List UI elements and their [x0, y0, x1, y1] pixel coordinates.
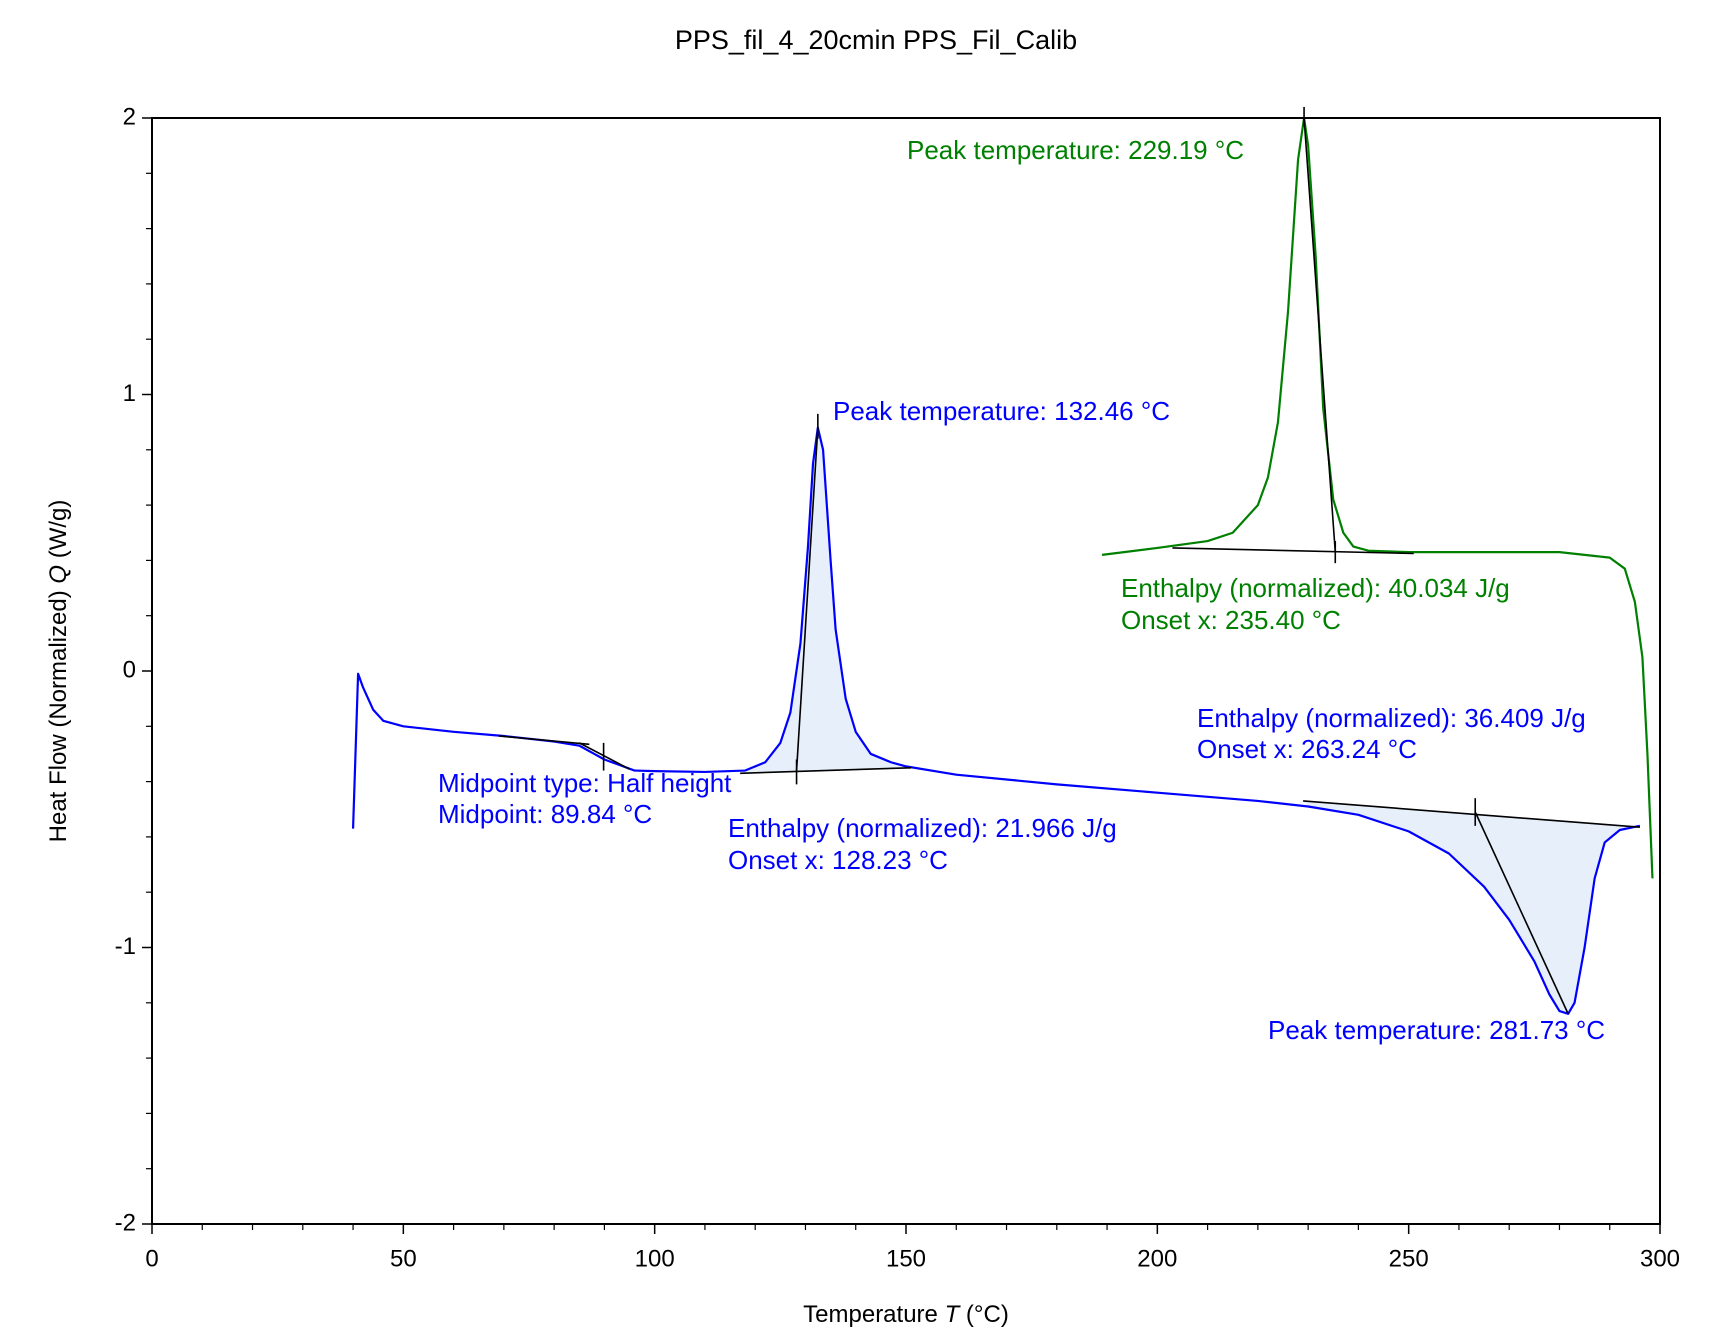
analysis-line — [1303, 800, 1640, 829]
x-tick-label: 0 — [145, 1245, 158, 1272]
analysis-line — [1303, 117, 1337, 553]
annotation: Enthalpy (normalized): 36.409 J/g — [1197, 703, 1586, 733]
analysis-line — [578, 742, 630, 770]
y-label-part: (W/g) — [45, 500, 72, 565]
annotation: Midpoint: 89.84 °C — [438, 799, 652, 829]
analysis-line — [498, 735, 590, 746]
annotation: Onset x: 263.24 °C — [1197, 734, 1417, 764]
y-tick-label: 0 — [123, 656, 136, 683]
analysis-line — [795, 427, 819, 771]
x-tick-label: 50 — [390, 1245, 417, 1272]
y-axis-label: Heat Flow (Normalized) Q (W/g) — [45, 500, 72, 843]
x-tick-label: 300 — [1640, 1245, 1680, 1272]
chart-title: PPS_fil_4_20cmin PPS_Fil_Calib — [675, 25, 1077, 55]
annotation: Enthalpy (normalized): 21.966 J/g — [728, 813, 1117, 843]
x-tick-label: 100 — [635, 1245, 675, 1272]
x-label-part: Temperature — [803, 1301, 944, 1328]
x-tick-label: 250 — [1389, 1245, 1429, 1272]
y-tick-label: 2 — [123, 103, 136, 130]
annotation: Peak temperature: 281.73 °C — [1268, 1015, 1605, 1045]
analysis-line — [1474, 811, 1569, 1015]
peak-area — [1303, 800, 1640, 1014]
y-label-part: Heat Flow (Normalized) — [45, 584, 72, 843]
peak-area — [740, 427, 912, 774]
annotation: Peak temperature: 132.46 °C — [833, 396, 1170, 426]
annotation: Midpoint type: Half height — [438, 768, 732, 798]
plot-frame — [151, 117, 1661, 1225]
x-label-part: (°C) — [959, 1301, 1009, 1328]
y-label-symbol: Q — [45, 565, 72, 584]
x-tick-label: 200 — [1137, 1245, 1177, 1272]
data-line — [351, 426, 1641, 1015]
annotation: Onset x: 128.23 °C — [728, 845, 948, 875]
x-axis-label: Temperature T (°C) — [803, 1301, 1009, 1328]
annotation: Enthalpy (normalized): 40.034 J/g — [1121, 573, 1510, 603]
analysis-line — [1172, 547, 1414, 555]
y-tick-label: -2 — [115, 1209, 136, 1236]
annotation: Peak temperature: 229.19 °C — [907, 135, 1244, 165]
x-tick-label: 150 — [886, 1245, 926, 1272]
annotation: Onset x: 235.40 °C — [1121, 605, 1341, 635]
analysis-line — [740, 766, 912, 775]
x-label-symbol: T — [945, 1301, 962, 1328]
y-tick-label: 1 — [123, 380, 136, 407]
y-tick-label: -1 — [115, 933, 136, 960]
